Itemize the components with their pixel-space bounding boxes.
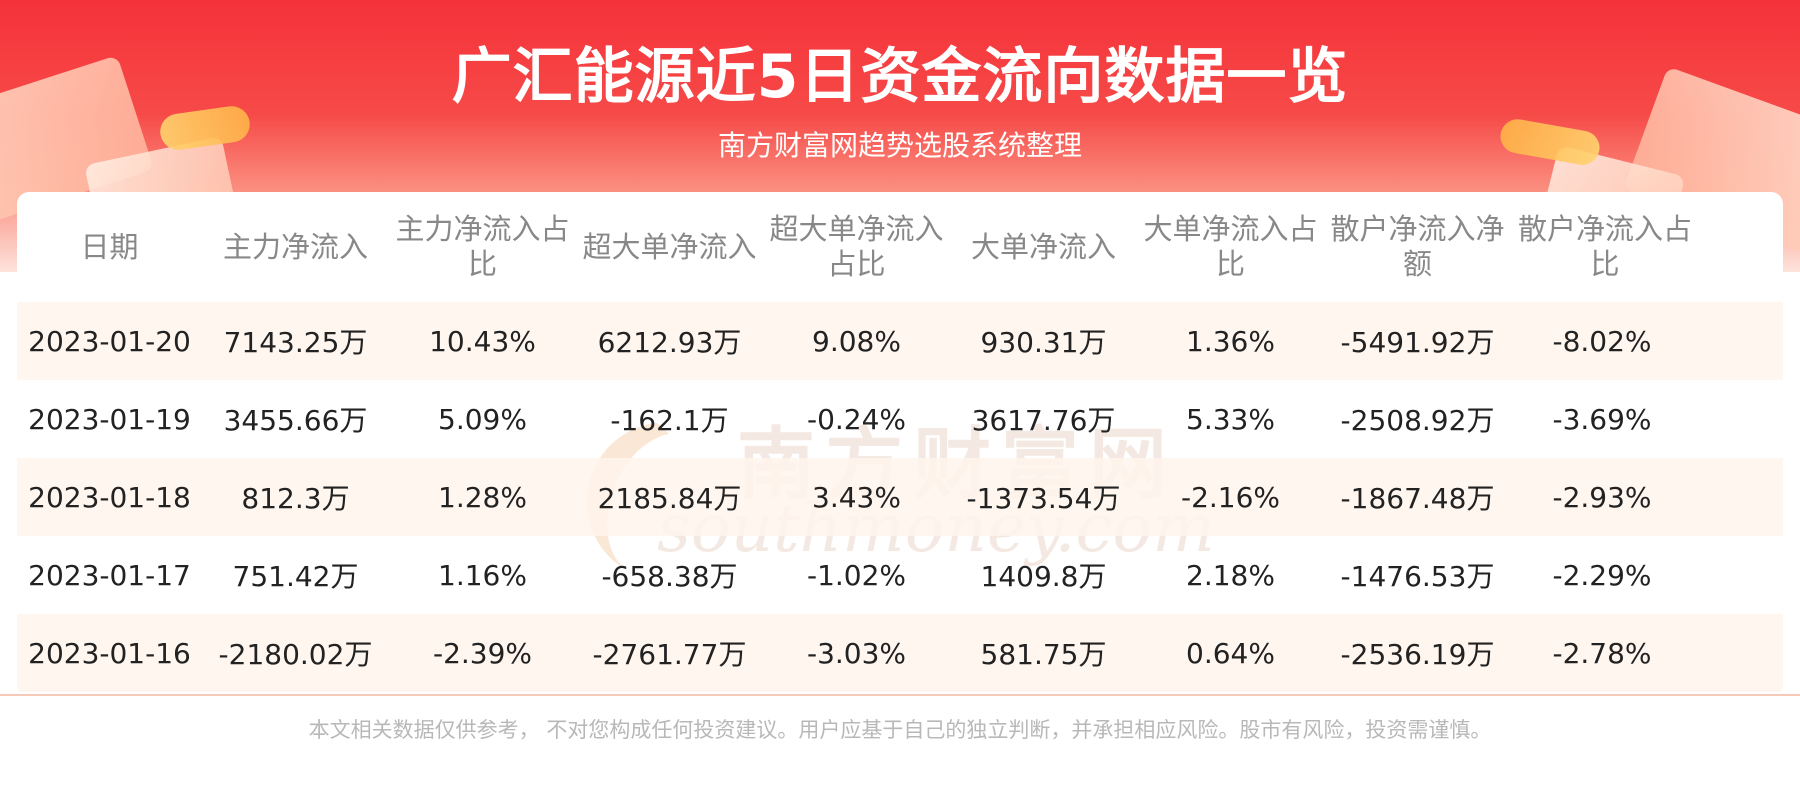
value-cell: -3.03% [763, 614, 950, 692]
date-cell: 2023-01-18 [17, 458, 202, 536]
value-cell: -2761.77万 [576, 614, 763, 692]
value-cell: 9.08% [763, 302, 950, 380]
value-cell: -2180.02万 [202, 614, 389, 692]
column-header: 大单净流入 [970, 229, 1116, 264]
table-row: 2023-01-19 3455.66万 5.09% -162.1万 -0.24% 3617… [17, 380, 1783, 458]
value-cell: 1.28% [389, 458, 576, 536]
value-cell: -2.78% [1511, 614, 1783, 692]
value-cell: -1476.53万 [1340, 560, 1495, 593]
value-cell: 5.33% [1186, 402, 1275, 436]
fund-flow-table: 日期 主力净流入 主力净流入占比 超大单净流入 超大单净流入占比 大单净流入 大… [17, 192, 1783, 692]
value-cell: 1.16% [438, 558, 527, 592]
value-cell: 3.43% [763, 458, 950, 536]
table-row: 2023-01-16 -2180.02万 -2.39% -2761.77万 -3.03%… [17, 614, 1783, 692]
table-body: 2023-01-20 7143.25万 10.43% 6212.93万 9.08% 930… [17, 302, 1783, 692]
value-cell: -2.39% [389, 614, 576, 692]
value-cell: -2508.92万 [1340, 404, 1495, 437]
column-header: 主力净流入占比 [395, 212, 570, 281]
value-cell: -2.16% [1137, 458, 1324, 536]
table-row: 2023-01-20 7143.25万 10.43% 6212.93万 9.08% 930… [17, 302, 1783, 380]
date-cell: 2023-01-19 [28, 402, 191, 436]
disclaimer-text: 本文相关数据仅供参考， 不对您构成任何投资建议。用户应基于自己的独立判断，并承担… [308, 718, 1492, 742]
value-cell: -0.24% [806, 402, 907, 436]
value-cell: 10.43% [389, 302, 576, 380]
value-cell: 2185.84万 [576, 458, 763, 536]
date-cell: 2023-01-17 [28, 558, 191, 592]
value-cell: 5.09% [438, 402, 527, 436]
value-cell: 812.3万 [202, 458, 389, 536]
page-subtitle: 南方财富网趋势选股系统整理 [717, 129, 1082, 162]
page-title: 广汇能源近5日资金流向数据一览 [451, 42, 1349, 112]
value-cell: 930.31万 [950, 302, 1137, 380]
table-header-row: 日期 主力净流入 主力净流入占比 超大单净流入 超大单净流入占比 大单净流入 大… [17, 192, 1783, 302]
value-cell: -1373.54万 [950, 458, 1137, 536]
value-cell: -2.93% [1511, 458, 1783, 536]
value-cell: -2536.19万 [1324, 614, 1511, 692]
value-cell: -162.1万 [610, 404, 729, 437]
value-cell: -1.02% [806, 558, 907, 592]
column-header: 大单净流入占比 [1143, 212, 1318, 281]
column-header: 散户净流入净额 [1330, 212, 1505, 281]
value-cell: 581.75万 [950, 614, 1137, 692]
value-cell: 1.36% [1137, 302, 1324, 380]
table-row: 2023-01-17 751.42万 1.16% -658.38万 -1.02% 1409… [17, 536, 1783, 614]
date-cell: 2023-01-20 [17, 302, 202, 380]
value-cell: 0.64% [1137, 614, 1324, 692]
column-header: 超大单净流入 [582, 229, 757, 264]
value-cell: -3.69% [1552, 402, 1652, 436]
data-table-card: 南方财富网 southmoney.com 日期 主力净流入 主力净流入占比 超大… [17, 192, 1783, 696]
footer-divider [0, 694, 1800, 696]
value-cell: -2.29% [1552, 558, 1652, 592]
value-cell: 3455.66万 [223, 404, 368, 437]
value-cell: 2.18% [1186, 558, 1275, 592]
value-cell: -5491.92万 [1324, 302, 1511, 380]
value-cell: 3617.76万 [971, 404, 1116, 437]
value-cell: 1409.8万 [980, 560, 1107, 593]
value-cell: 751.42万 [232, 560, 359, 593]
value-cell: -1867.48万 [1324, 458, 1511, 536]
column-header: 超大单净流入占比 [769, 212, 944, 281]
value-cell: -658.38万 [601, 560, 738, 593]
value-cell: -8.02% [1511, 302, 1783, 380]
table-row: 2023-01-18 812.3万 1.28% 2185.84万 3.43% -1373.… [17, 458, 1783, 536]
date-cell: 2023-01-16 [17, 614, 202, 692]
value-cell: 7143.25万 [202, 302, 389, 380]
column-header: 主力净流入 [222, 229, 368, 264]
column-header: 散户净流入占比 [1517, 212, 1692, 281]
column-header: 日期 [80, 229, 139, 264]
value-cell: 6212.93万 [576, 302, 763, 380]
